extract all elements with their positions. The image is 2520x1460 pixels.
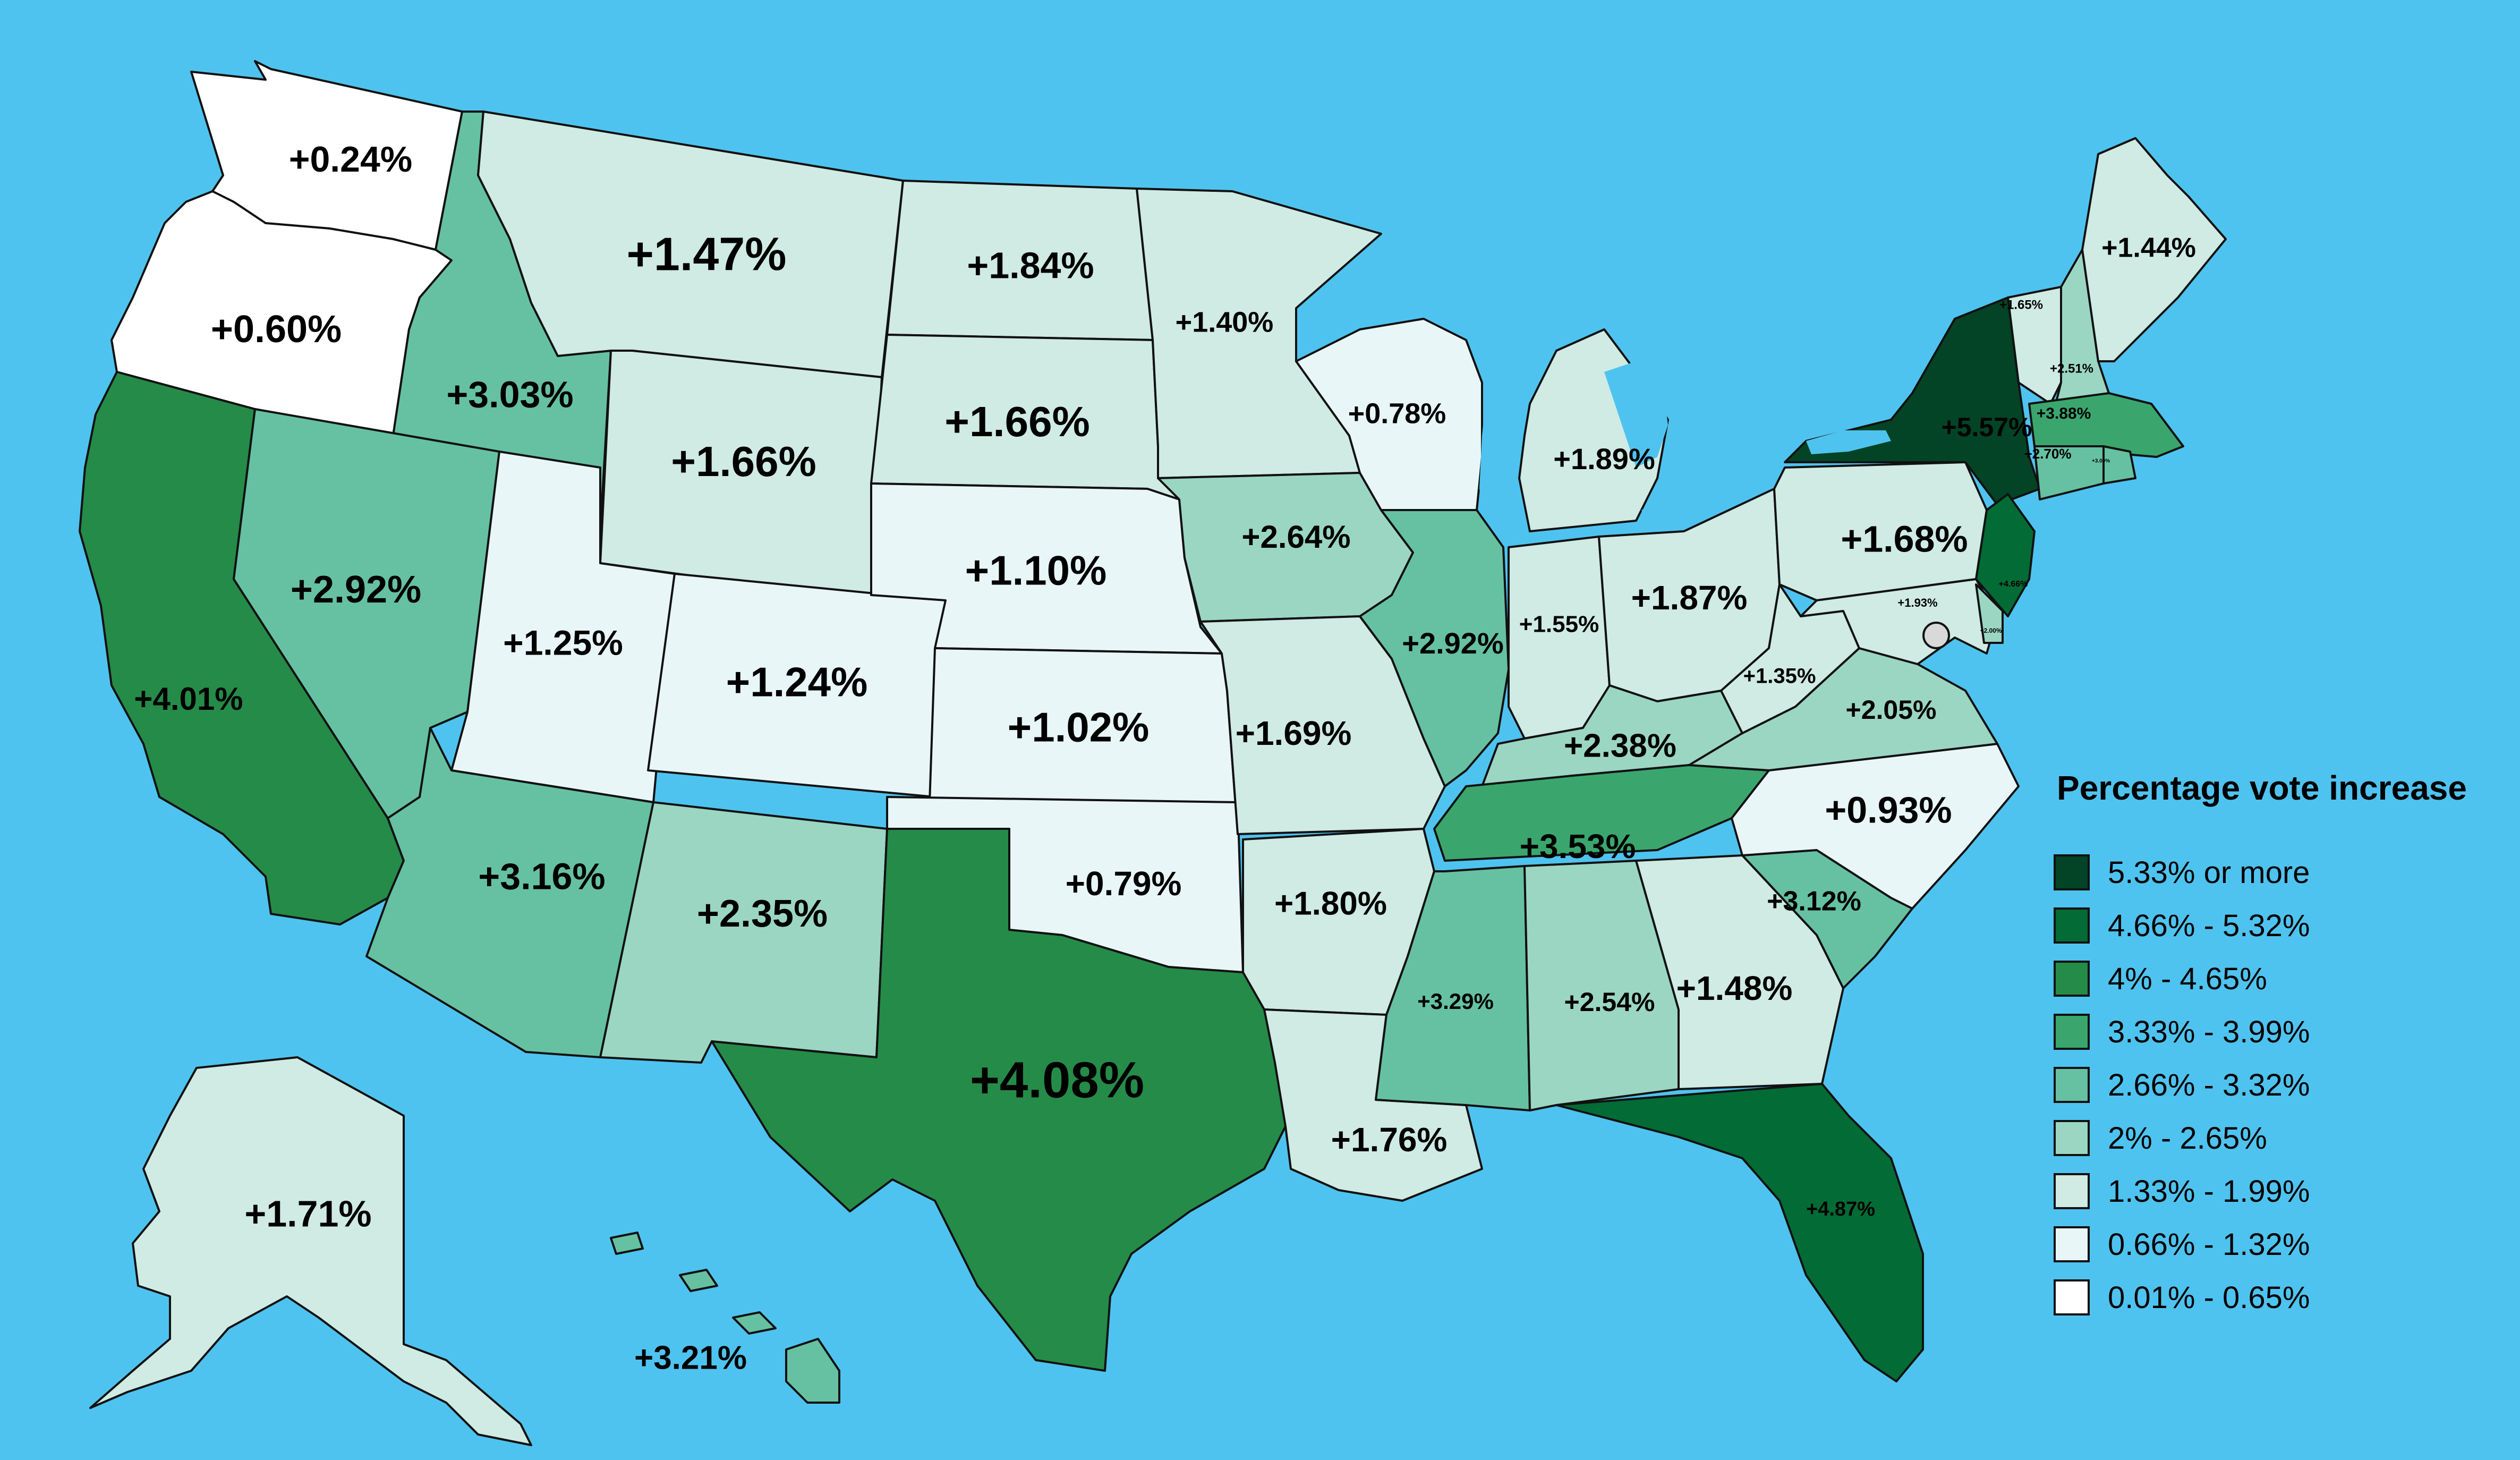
state-label-la: +1.76% [1331,1121,1448,1159]
state-label-tx: +4.08% [970,1051,1144,1108]
legend-swatch [2054,1067,2090,1103]
state-label-mt: +1.47% [627,227,787,280]
legend-label: 1.33% - 1.99% [2108,1174,2310,1209]
state-tx [711,828,1287,1372]
legend-label: 4% - 4.65% [2108,962,2267,996]
state-label-vt: +1.65% [1999,298,2043,312]
dc-marker [1922,622,1950,649]
state-label-mo: +1.69% [1236,714,1352,752]
legend-swatch [2054,1120,2090,1156]
state-label-il: +2.92% [1402,626,1504,660]
lake-superior [1317,244,1530,324]
legend: Percentage vote increase 5.33% or more 4.… [2054,769,2467,1315]
legend-items: 5.33% or more 4.66% - 5.32% 4% - 4.65% 3.33… [2054,854,2310,1315]
state-label-oh: +1.87% [1631,579,1748,617]
state-label-ut: +1.25% [503,623,623,662]
state-label-va: +2.05% [1846,695,1937,725]
state-label-ms: +3.29% [1417,989,1494,1014]
lake-michigan [1479,329,1525,521]
state-ri [2102,445,2136,485]
legend-label: 4.66% - 5.32% [2108,909,2310,943]
state-label-az: +3.16% [478,855,605,897]
state-label-nc: +0.93% [1825,789,1952,830]
state-label-wi: +0.78% [1348,397,1446,429]
states-layer [79,60,2227,1446]
state-label-ny: +5.57% [1942,412,2032,442]
state-label-nv: +2.92% [291,568,421,611]
state-label-al: +2.54% [1564,987,1655,1017]
state-label-wa: +0.24% [289,139,413,180]
state-label-mn: +1.40% [1176,306,1274,338]
legend-label: 2.66% - 3.32% [2108,1068,2310,1102]
state-label-ak: +1.71% [244,1193,371,1234]
state-label-wy: +1.66% [671,438,816,485]
state-label-ma: +3.88% [2037,405,2091,422]
lake-huron [1604,361,1668,468]
legend-swatch [2054,1173,2090,1209]
state-label-nd: +1.84% [967,244,1094,286]
state-label-id: +3.03% [446,374,573,415]
state-il [1359,509,1510,787]
state-label-ky: +2.38% [1564,727,1676,764]
state-label-or: +0.60% [211,308,342,351]
legend-swatch [2054,1014,2090,1050]
state-label-in: +1.55% [1519,612,1599,638]
state-vt [2007,286,2062,405]
state-label-ct: +2.70% [2024,446,2072,462]
state-label-ks: +1.02% [1008,704,1150,751]
state-me [2081,137,2227,362]
state-label-ca: +4.01% [134,681,243,717]
state-label-me: +1.44% [2101,233,2196,264]
legend-swatch [2054,961,2090,997]
legend-label: 2% - 2.65% [2108,1121,2267,1156]
value-labels: +0.24% +0.60% +4.01% +3.03% +2.92% +1.47% +1.6… [134,139,2195,1376]
state-label-co: +1.24% [726,659,868,706]
state-label-md: +1.93% [1897,596,1937,609]
state-label-mi: +1.89% [1553,442,1655,476]
state-label-de: +2.00% [1980,627,2002,634]
legend-label: 0.66% - 1.32% [2108,1227,2310,1262]
state-de [1975,583,2004,644]
state-label-sc: +3.12% [1767,886,1861,917]
state-label-tn: +3.53% [1520,827,1636,865]
state-label-nm: +2.35% [697,893,828,935]
legend-swatch [2054,1226,2090,1262]
legend-label: 3.33% - 3.99% [2108,1015,2310,1049]
state-label-nj: +4.66% [1999,580,2028,589]
state-label-nh: +2.51% [2050,361,2093,376]
state-label-ri: +3.00% [2092,459,2110,464]
legend-title: Percentage vote increase [2057,769,2467,807]
state-label-wv: +1.35% [1743,665,1816,688]
lake-erie [1641,473,1774,523]
legend-swatch [2054,1279,2090,1315]
state-hi [610,1232,840,1404]
state-fl [1555,1083,1924,1382]
state-label-ne: +1.10% [965,547,1107,594]
legend-swatch [2054,907,2090,944]
state-label-pa: +1.68% [1841,518,1968,559]
state-label-sd: +1.66% [944,398,1090,445]
state-label-ar: +1.80% [1274,885,1387,922]
state-ak [89,1056,532,1446]
legend-swatch [2054,854,2090,890]
state-ne [870,482,1223,655]
state-label-ok: +0.79% [1066,864,1182,903]
state-label-fl: +4.87% [1806,1198,1875,1220]
lake-ontario [1806,430,1891,454]
great-lakes [1317,244,1891,523]
state-label-ia: +2.64% [1241,519,1350,555]
state-label-ga: +1.48% [1676,969,1793,1007]
state-label-hi: +3.21% [634,1339,747,1376]
legend-label: 0.01% - 0.65% [2108,1280,2310,1315]
legend-label: 5.33% or more [2108,855,2310,890]
